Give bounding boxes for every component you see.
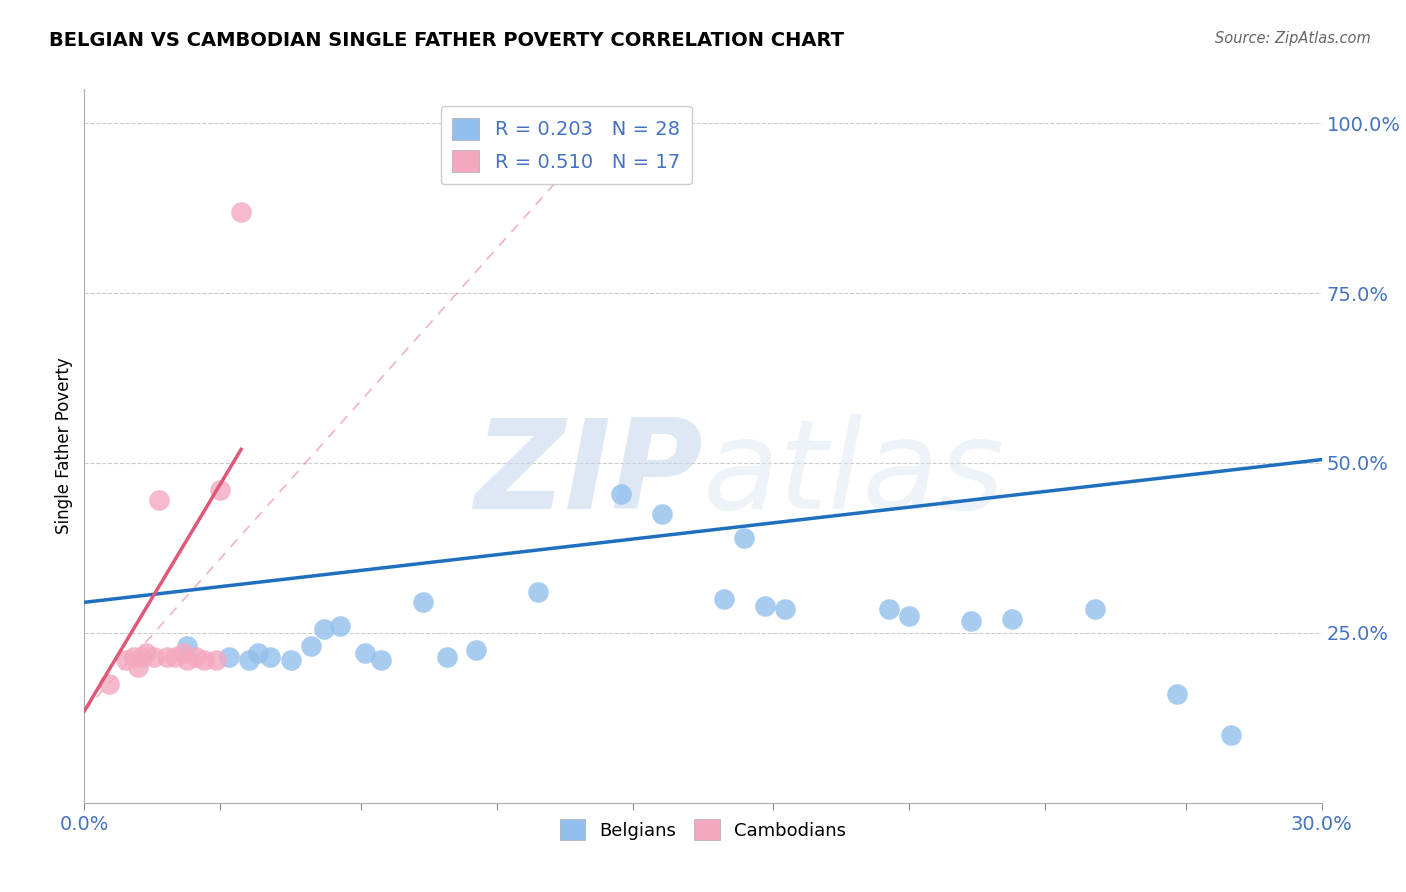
- Point: [1166, 687, 1188, 701]
- Point: [775, 602, 797, 616]
- Point: [370, 653, 392, 667]
- Point: [713, 591, 735, 606]
- Point: [98, 677, 121, 691]
- Point: [229, 204, 252, 219]
- Point: [960, 614, 983, 628]
- Point: [131, 649, 153, 664]
- Point: [122, 649, 145, 664]
- Text: atlas: atlas: [703, 414, 1005, 535]
- Text: Source: ZipAtlas.com: Source: ZipAtlas.com: [1215, 31, 1371, 46]
- Point: [877, 602, 900, 616]
- Point: [280, 653, 302, 667]
- Point: [754, 599, 776, 613]
- Point: [172, 646, 194, 660]
- Text: ZIP: ZIP: [474, 414, 703, 535]
- Point: [165, 649, 187, 664]
- Point: [205, 653, 228, 667]
- Point: [127, 660, 149, 674]
- Point: [329, 619, 352, 633]
- Point: [156, 649, 179, 664]
- Point: [193, 653, 215, 667]
- Point: [209, 483, 232, 498]
- Point: [1219, 728, 1241, 742]
- Point: [353, 646, 375, 660]
- Point: [218, 649, 240, 664]
- Point: [135, 646, 157, 660]
- Point: [312, 623, 335, 637]
- Point: [436, 649, 458, 664]
- Point: [609, 486, 631, 500]
- Point: [412, 595, 434, 609]
- Point: [527, 585, 550, 599]
- Point: [143, 649, 166, 664]
- Point: [1001, 612, 1024, 626]
- Point: [733, 531, 755, 545]
- Y-axis label: Single Father Poverty: Single Father Poverty: [55, 358, 73, 534]
- Point: [176, 640, 198, 654]
- Point: [898, 608, 921, 623]
- Point: [238, 653, 260, 667]
- Text: BELGIAN VS CAMBODIAN SINGLE FATHER POVERTY CORRELATION CHART: BELGIAN VS CAMBODIAN SINGLE FATHER POVER…: [49, 31, 844, 50]
- Point: [148, 493, 170, 508]
- Point: [114, 653, 136, 667]
- Point: [184, 649, 207, 664]
- Point: [299, 640, 322, 654]
- Point: [651, 507, 673, 521]
- Point: [1084, 602, 1107, 616]
- Point: [246, 646, 269, 660]
- Point: [465, 643, 488, 657]
- Point: [176, 653, 198, 667]
- Legend: Belgians, Cambodians: Belgians, Cambodians: [553, 812, 853, 847]
- Point: [259, 649, 281, 664]
